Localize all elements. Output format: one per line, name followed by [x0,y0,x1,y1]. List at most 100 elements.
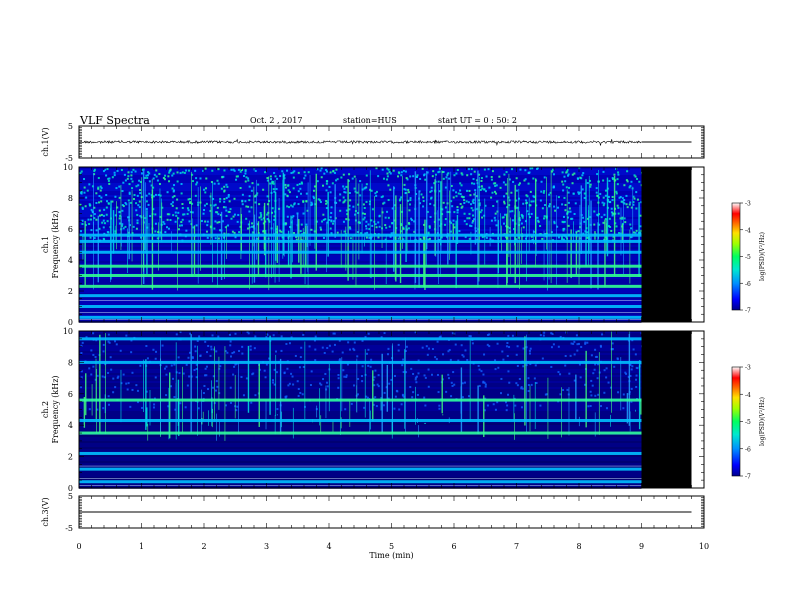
spectrogram-speckle [303,231,306,234]
spectrogram-speckle [492,403,495,406]
y-tick-label: 5 [68,492,73,501]
spectrogram-speckle [611,348,614,351]
spectrogram-speckle [320,383,323,386]
spectrogram-speckle [494,408,497,411]
spectrogram-speckle [520,387,523,390]
spectrogram-speckle [239,170,242,173]
spectrogram-speckle [444,186,447,189]
spectrogram-speckle [204,220,207,223]
date-label: Oct. 2 , 2017 [250,116,303,125]
spectrogram-speckle [97,186,100,189]
spectrogram-speckle [123,173,126,176]
spectrogram-row [79,319,642,321]
spectrogram-speckle [173,195,176,198]
spectrogram-speckle [363,212,366,215]
spectrogram-speckle [548,205,551,208]
spectrogram-speckle [100,213,103,216]
spectrogram-speckle [218,367,221,370]
spectrogram-speckle [517,183,520,186]
spectrogram-speckle [342,185,345,188]
spectrogram-speckle [589,404,592,407]
spectrogram-speckle [635,191,638,194]
spectrogram-speckle [145,200,148,203]
spectrogram-speckle [135,227,138,230]
spectrogram-speckle [342,220,345,223]
x-tick-label: 0 [76,542,81,551]
spectrogram-row [79,371,642,373]
spectrogram-speckle [389,172,392,175]
spectrogram-speckle [564,180,567,183]
spectrogram-speckle [176,171,179,174]
spectrogram-speckle [515,189,518,192]
spectrogram-speckle [106,230,109,233]
y-axis-label: ch.3(V) [41,497,50,526]
spectrogram-speckle [630,236,633,239]
spectrogram-speckle [557,345,560,348]
spectrogram-speckle [496,210,499,213]
spectrogram-speckle [172,189,175,192]
spectrogram-speckle [634,231,637,234]
spectrogram-speckle [231,352,234,355]
spectrogram-speckle [384,238,387,241]
spectrogram-speckle [254,195,257,198]
spectrogram-speckle [502,181,505,184]
spectrogram-speckle [528,352,531,355]
spectrogram-speckle [232,168,235,171]
spectrogram-speckle [272,182,275,185]
spectrogram-speckle [157,193,160,196]
spectrogram-speckle [329,216,332,219]
spectrogram-speckle [390,232,393,235]
spectrogram-speckle [528,204,531,207]
spectrogram-speckle [387,397,390,400]
spectrogram-speckle [233,197,236,200]
spectrogram-speckle [107,202,110,205]
spectrogram-speckle [532,200,535,203]
spectrogram-speckle [188,169,191,172]
spectrogram-row [79,267,642,269]
spectrogram-speckle [335,168,338,171]
spectrogram-speckle [557,196,560,199]
spectrogram-speckle [80,386,83,389]
spectrogram-speckle [426,171,429,174]
spectrogram-speckle [388,382,391,385]
spectrogram-speckle [602,196,605,199]
spectrogram-speckle [365,174,368,177]
spectrogram-speckle [93,170,96,173]
spectrogram-speckle [567,201,570,204]
spectrogram-speckle [525,194,528,197]
spectrogram-speckle [471,182,474,185]
spectrogram-speckle [231,230,234,233]
spectrogram-speckle [543,217,546,220]
spectrogram-speckle [120,169,123,172]
spectrogram-speckle [571,173,574,176]
spectrogram-row [79,449,642,451]
spectrogram-speckle [170,385,173,388]
spectrogram-speckle [577,230,580,233]
spectrogram-speckle [623,217,626,220]
spectrogram-speckle [81,223,84,226]
spectrogram-speckle [367,332,370,335]
spectrogram-speckle [180,224,183,227]
spectrogram-row [79,169,642,171]
spectrogram-speckle [622,407,625,410]
spectrogram-speckle [581,188,584,191]
spectrogram-speckle [371,208,374,211]
spectrogram-speckle [303,177,306,180]
spectrogram-speckle [217,335,220,338]
spectrogram-speckle [302,200,305,203]
x-tick-label: 7 [514,542,519,551]
spectrogram-speckle [357,211,360,214]
spectrogram-speckle [342,369,345,372]
spectrogram-speckle [541,237,544,240]
spectrogram-speckle [204,367,207,370]
spectrogram-speckle [573,353,576,356]
spectrogram-speckle [452,223,455,226]
spectrogram-speckle [367,364,370,367]
spectrogram-row [79,277,642,279]
spectrogram-speckle [130,171,133,174]
spectrogram-speckle [266,203,269,206]
spectrogram-speckle [629,201,632,204]
spectrogram-speckle [224,350,227,353]
spectrogram-speckle [225,404,228,407]
spectrogram-speckle [484,385,487,388]
